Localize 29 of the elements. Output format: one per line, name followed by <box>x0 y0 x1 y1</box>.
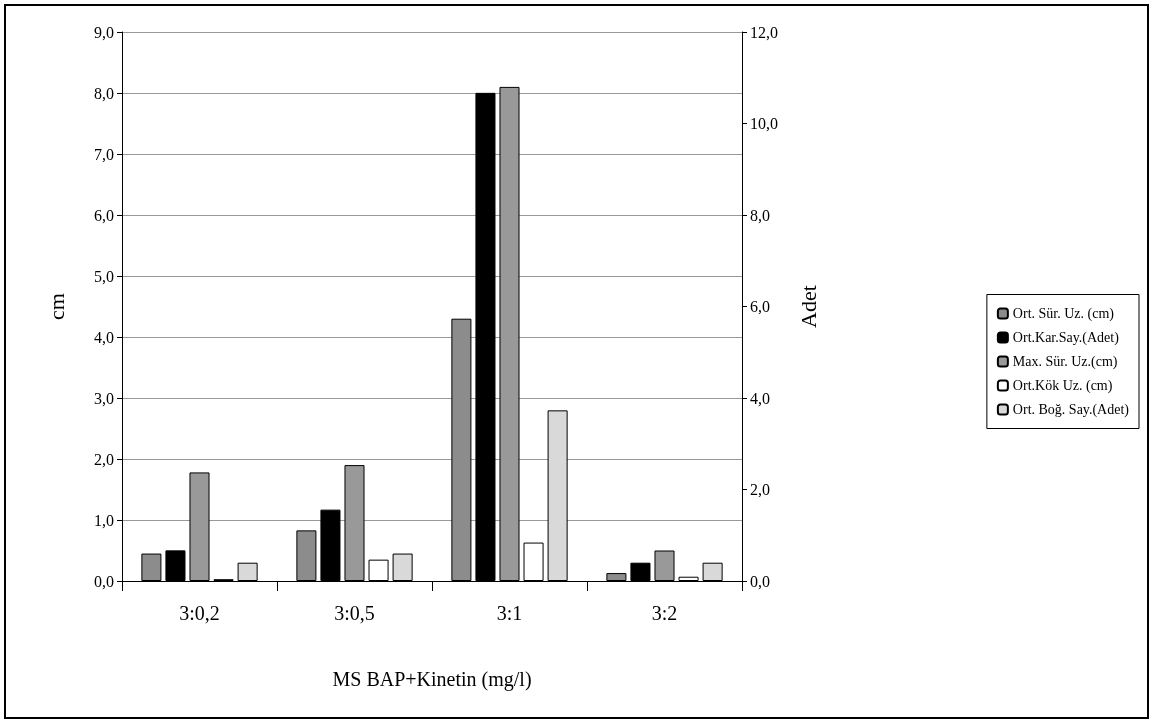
y-tick-label: 9,0 <box>94 23 114 41</box>
x-tick-label: 3:2 <box>651 602 678 624</box>
x-tick-label: 3:0,5 <box>334 602 375 624</box>
y2-tick-label: 2,0 <box>750 481 770 498</box>
y2-axis-title: Adet <box>795 285 821 328</box>
x-axis-title: MS BAP+Kinetin (mg/l) <box>332 668 532 691</box>
y2-tick-label: 6,0 <box>750 298 770 315</box>
y-axis-title: cm <box>43 293 69 320</box>
legend-label: Ort.Kök Uz. (cm) <box>1012 378 1113 394</box>
y2-tick-label: 8,0 <box>750 206 770 224</box>
x-tick-label: 3:1 <box>496 602 523 624</box>
y-tick-label: 2,0 <box>94 450 114 468</box>
y-tick-label: 8,0 <box>94 84 114 102</box>
y2-tick-label: 4,0 <box>750 389 770 407</box>
y-tick-label: 7,0 <box>94 145 114 163</box>
y2-tick-label: 10,0 <box>750 115 778 132</box>
y-tick-label: 3,0 <box>94 389 114 407</box>
y-tick-label: 4,0 <box>94 328 114 346</box>
legend-label: Ort.Kar.Say.(Adet) <box>1012 330 1120 346</box>
y-tick-label: 5,0 <box>94 267 114 285</box>
y-tick-label: 1,0 <box>94 511 114 529</box>
y-tick-label: 6,0 <box>94 206 114 224</box>
legend-label: Max. Sür. Uz.(cm) <box>1012 354 1118 370</box>
y2-tick-label: 0,0 <box>750 572 770 590</box>
y2-tick-label: 12,0 <box>750 23 778 41</box>
legend-label: Ort. Boğ. Say.(Adet) <box>1012 402 1130 418</box>
legend-label: Ort. Sür. Uz. (cm) <box>1012 306 1115 322</box>
x-tick-label: 3:0,2 <box>179 602 220 624</box>
y-tick-label: 0,0 <box>94 572 114 590</box>
